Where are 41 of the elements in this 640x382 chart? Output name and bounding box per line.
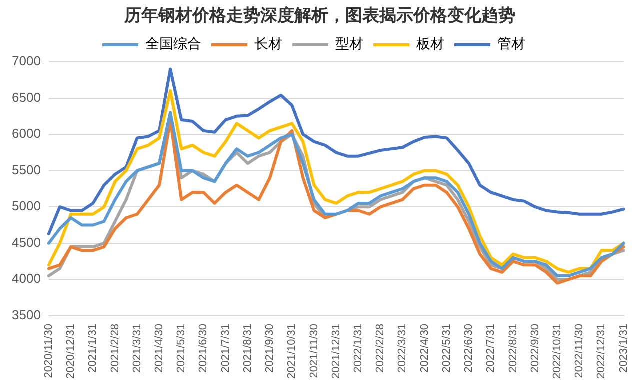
legend-label: 型材 (336, 36, 364, 53)
x-tick-label: 2021/9/30 (264, 324, 276, 373)
x-tick-label: 2021/2/28 (109, 324, 122, 373)
y-tick-label: 5500 (12, 162, 41, 178)
x-tick-label: 2022/7/31 (485, 324, 498, 373)
x-tick-label: 2023/1/31 (618, 324, 630, 373)
legend-label: 长材 (254, 36, 282, 53)
x-tick-label: 2021/4/30 (154, 324, 166, 373)
x-tick-label: 2021/10/31 (286, 324, 298, 380)
legend-label: 全国综合 (146, 36, 202, 53)
y-tick-label: 4500 (12, 234, 41, 250)
chart-title: 历年钢材价格走势深度解析，图表揭示价格变化趋势 (123, 5, 516, 28)
y-tick-label: 3500 (12, 308, 41, 323)
x-tick-label: 2022/3/31 (396, 324, 409, 373)
x-tick-label: 2022/5/31 (440, 324, 453, 373)
x-tick-label: 2021/6/30 (198, 324, 210, 373)
x-tick-label: 2021/12/31 (330, 324, 342, 380)
x-tick-label: 2021/11/30 (308, 324, 320, 378)
x-tick-label: 2022/2/28 (374, 324, 387, 373)
x-tick-label: 2022/9/30 (529, 324, 542, 373)
x-tick-label: 2022/10/31 (552, 324, 564, 380)
x-tick-label: 2020/12/31 (65, 324, 78, 380)
x-tick-label: 2022/4/30 (418, 324, 431, 373)
x-tick-label: 2021/8/31 (242, 324, 254, 373)
legend-label: 板材 (416, 36, 444, 53)
y-tick-label: 7000 (12, 54, 41, 69)
x-tick-label: 2022/6/30 (463, 324, 476, 373)
x-tick-label: 2022/1/31 (352, 324, 364, 373)
y-tick-label: 6000 (12, 126, 41, 142)
x-tick-label: 2021/3/31 (131, 324, 144, 373)
x-tick-label: 2020/11/30 (42, 324, 55, 378)
y-tick-label: 4000 (12, 271, 41, 286)
y-tick-label: 5000 (12, 198, 41, 214)
x-tick-label: 2022/11/30 (574, 324, 586, 378)
x-tick-label: 2022/8/31 (507, 324, 520, 373)
legend-label: 管材 (498, 36, 526, 53)
x-tick-label: 2021/5/31 (176, 324, 188, 373)
y-tick-label: 6500 (12, 90, 41, 105)
x-tick-label: 2021/7/31 (220, 324, 232, 373)
x-tick-label: 2021/1/31 (87, 324, 100, 373)
x-tick-label: 2022/12/31 (596, 324, 608, 380)
